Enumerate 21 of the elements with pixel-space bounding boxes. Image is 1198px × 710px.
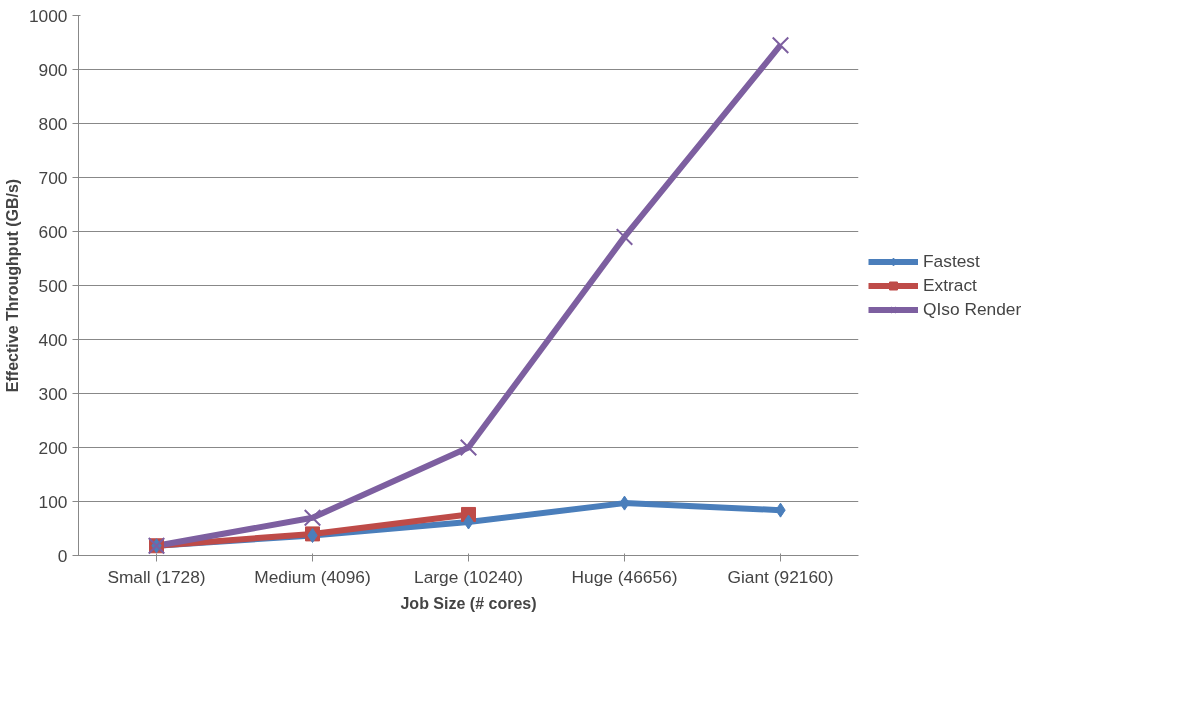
y-tick-label: 100	[38, 491, 68, 512]
y-axis-title: Effective Throughput (GB/s)	[3, 178, 21, 393]
y-tick-label: 200	[38, 437, 68, 458]
y-tick-label: 500	[38, 275, 68, 296]
y-tick-label: 900	[38, 59, 68, 80]
y-tick-label: 400	[38, 329, 68, 350]
legend-label: Fastest	[923, 250, 980, 272]
legend-label: QIso Render	[923, 298, 1022, 320]
y-tick-label: 600	[38, 221, 68, 242]
y-tick-label: 800	[38, 113, 68, 134]
x-axis-title: Job Size (# cores)	[400, 594, 537, 612]
y-tick-label: 700	[38, 167, 68, 188]
x-tick-label: Huge (46656)	[571, 566, 678, 587]
y-tick-label: 0	[57, 545, 68, 566]
y-tick-label: 300	[38, 383, 68, 404]
x-tick-label: Medium (4096)	[254, 566, 371, 587]
x-tick-label: Giant (92160)	[727, 566, 834, 587]
x-tick-label: Large (10240)	[414, 566, 523, 587]
y-tick-label: 1000	[28, 5, 68, 26]
x-tick-label: Small (1728)	[107, 566, 206, 587]
legend-label: Extract	[923, 274, 977, 296]
